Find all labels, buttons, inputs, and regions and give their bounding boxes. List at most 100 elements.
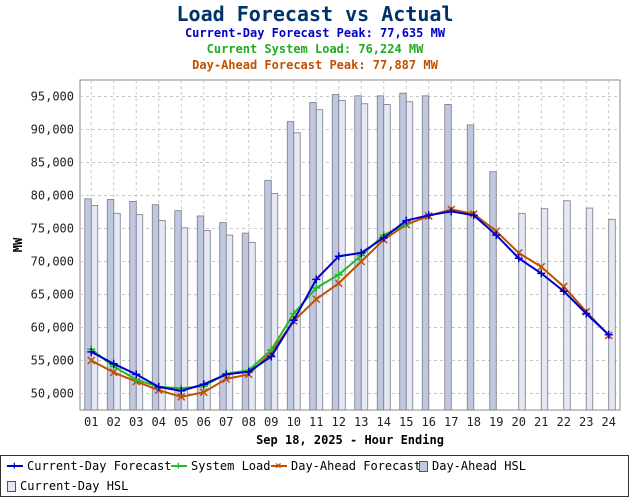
day-ahead-forecast-point [87, 356, 96, 365]
legend-label: Current-Day HSL [20, 479, 129, 493]
day-ahead-forecast-point [177, 392, 186, 401]
day-ahead-forecast-line [90, 208, 610, 398]
day-ahead-hsl-bar [264, 179, 272, 411]
y-tick-label: 75,000 [31, 222, 74, 236]
current-day-forecast-point [222, 370, 231, 379]
day-ahead-forecast-point [312, 295, 321, 304]
x-tick-label: 13 [354, 415, 368, 429]
day-ahead-forecast-point [222, 374, 231, 384]
y-tick-label: 70,000 [31, 255, 74, 269]
legend-label: Day-Ahead HSL [432, 459, 526, 473]
x-tick-label: 04 [152, 415, 166, 429]
legend-item-current-day-hsl[interactable]: Current-Day HSL [7, 479, 128, 493]
current-day-forecast-point [492, 231, 501, 240]
plot-area [79, 79, 621, 411]
day-ahead-hsl-bar [241, 232, 250, 411]
system-load-point [312, 283, 321, 292]
current-day-forecast-point [514, 254, 523, 263]
day-ahead-hsl-bar [421, 95, 430, 411]
current-day-forecast-point [402, 216, 411, 225]
subtitle-day-ahead-peak: Day-Ahead Forecast Peak: 77,887 MW [192, 58, 438, 72]
day-ahead-hsl-bar [309, 102, 317, 411]
current-day-hsl-bar [563, 200, 571, 411]
x-tick-label: 03 [129, 415, 143, 429]
y-tick-label: 80,000 [31, 189, 74, 203]
x-tick-label: 02 [107, 415, 121, 429]
current-day-forecast-point [447, 207, 456, 216]
current-day-forecast-point [244, 367, 253, 376]
x-tick-label: 20 [512, 415, 526, 429]
legend-item-day-ahead-forecast[interactable]: × Day-Ahead Forecast [271, 459, 421, 473]
current-day-forecast-point [582, 309, 591, 318]
y-tick-label: 95,000 [31, 90, 74, 104]
current-day-forecast-point [379, 233, 388, 242]
current-day-forecast-point [154, 382, 163, 391]
x-tick-label: 06 [197, 415, 211, 429]
chart-title: Load Forecast vs Actual [176, 2, 454, 26]
axis-layer: 50,000 55,000 60,000 65,000 70,000 75,000 80,0… [11, 90, 616, 448]
system-load-point [334, 270, 343, 279]
current-day-forecast-point [87, 347, 96, 356]
legend-item-system-load[interactable]: + System Load [171, 459, 270, 473]
x-tick-label: 24 [602, 415, 616, 429]
current-day-hsl-bar [293, 132, 301, 411]
current-day-forecast-point [132, 370, 141, 379]
current-day-hsl-bar [270, 193, 279, 411]
current-day-hsl-bar [135, 214, 144, 411]
current-day-hsl-bar [203, 230, 211, 411]
current-day-hsl-bar [608, 218, 616, 411]
line-layer [87, 205, 613, 401]
day-ahead-forecast-point [334, 279, 343, 288]
day-ahead-forecast-point [199, 388, 208, 397]
x-tick-label: 05 [174, 415, 188, 429]
x-tick-label: 11 [309, 415, 323, 429]
legend-item-day-ahead-hsl[interactable]: Day-Ahead HSL [419, 459, 526, 473]
x-tick-label: 12 [332, 415, 346, 429]
x-tick-label: 08 [242, 415, 256, 429]
y-tick-label: 60,000 [31, 321, 74, 335]
current-day-forecast-point [289, 316, 298, 325]
x-tick-label: 17 [444, 415, 458, 429]
x-tick-label: 01 [84, 415, 98, 429]
legend-label: Day-Ahead Forecast [291, 459, 422, 473]
day-ahead-hsl-bar [196, 215, 205, 411]
legend-item-current-day-forecast[interactable]: + Current-Day Forecast [7, 459, 172, 473]
day-ahead-hsl-bar [444, 104, 452, 411]
y-axis-label: MW [11, 237, 25, 252]
x-tick-label: 19 [489, 415, 503, 429]
current-day-hsl-bar [158, 220, 166, 411]
current-day-forecast-point [537, 269, 546, 278]
y-tick-label: 50,000 [31, 387, 74, 401]
day-ahead-hsl-bar [151, 204, 160, 411]
current-day-hsl-bar [225, 234, 234, 411]
day-ahead-hsl-bar [466, 124, 475, 411]
current-day-hsl-bar [405, 101, 414, 411]
day-ahead-hsl-bar [399, 92, 407, 411]
x-tick-label: 07 [219, 415, 233, 429]
day-ahead-hsl-bar [331, 94, 340, 411]
current-day-forecast-point [469, 211, 478, 220]
current-day-forecast-point [559, 287, 568, 296]
x-tick-label: 18 [467, 415, 481, 429]
current-day-hsl-bar [383, 104, 391, 411]
legend-label: System Load [191, 459, 271, 473]
load-chart: 50,000 55,000 60,000 65,000 70,000 75,000 80,0… [11, 79, 621, 448]
current-day-forecast-point [334, 252, 343, 261]
current-day-forecast-point [424, 211, 433, 220]
day-ahead-forecast-point [537, 262, 546, 271]
current-day-forecast-point [604, 330, 613, 339]
day-ahead-hsl-bar [376, 95, 385, 411]
x-tick-label: 09 [264, 415, 278, 429]
day-ahead-hsl-bar [84, 198, 92, 411]
x-tick-label: 15 [399, 415, 413, 429]
current-day-forecast-point [357, 248, 366, 257]
y-tick-label: 65,000 [31, 288, 74, 302]
day-ahead-forecast-point [357, 257, 366, 266]
x-tick-label: 14 [377, 415, 391, 429]
y-tick-label: 55,000 [31, 354, 74, 368]
current-day-hsl-bar [180, 227, 189, 411]
current-day-hsl-bar [90, 204, 99, 411]
current-day-forecast-point [312, 275, 321, 284]
day-ahead-forecast-point [109, 368, 118, 377]
day-ahead-hsl-bar [174, 210, 182, 411]
